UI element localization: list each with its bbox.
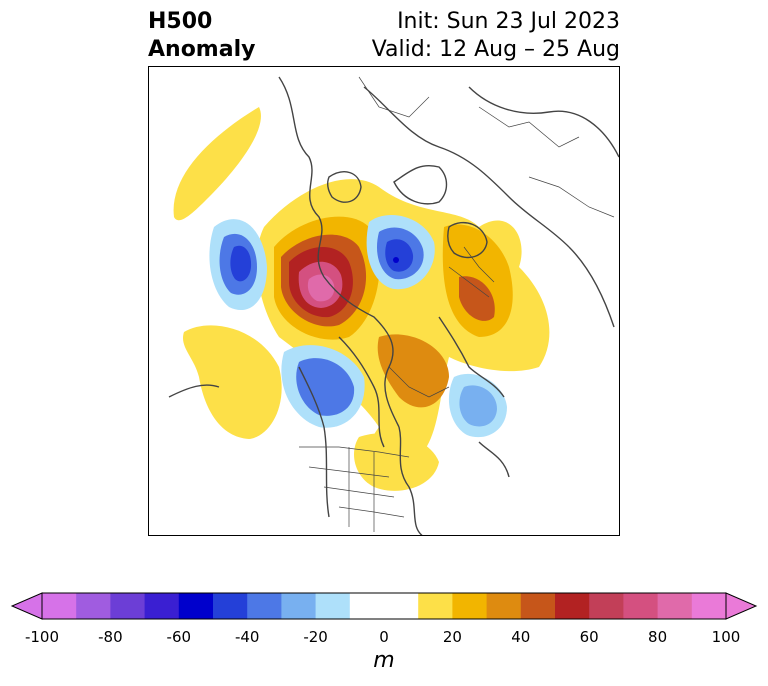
title-variable: H500 <box>148 9 213 34</box>
anomaly-positive-east-us <box>354 433 439 491</box>
colorbar-tick-label: -80 <box>98 628 123 646</box>
chart-title-right: Init: Sun 23 Jul 2023 Valid: 12 Aug – 25… <box>372 8 620 64</box>
colorbar-tick-label: -100 <box>24 628 60 646</box>
anomaly-positive-pacific <box>182 325 282 439</box>
init-date: Init: Sun 23 Jul 2023 <box>397 9 620 34</box>
colorbar-segment <box>315 593 351 619</box>
colorbar-segment <box>349 593 385 619</box>
colorbar-segment <box>555 593 590 619</box>
colorbar-tick-label: 20 <box>442 628 462 646</box>
colorbar-segment <box>589 593 624 619</box>
anomaly-positive-west-arc <box>173 107 261 221</box>
colorbar-tick-label: -20 <box>303 628 328 646</box>
valid-range: Valid: 12 Aug – 25 Aug <box>371 37 620 62</box>
coastlines <box>168 76 619 535</box>
colorbar-segment <box>486 593 522 619</box>
colorbar-segment <box>452 593 488 619</box>
map-canvas <box>149 76 619 535</box>
anomaly-positive-central-20 <box>377 334 449 408</box>
colorbar-tick-label: -40 <box>234 628 260 646</box>
colorbar-segment <box>418 593 453 619</box>
political-borders <box>299 76 615 532</box>
title-field: Anomaly <box>148 37 256 62</box>
colorbar-segment <box>247 593 282 619</box>
colorbar-segment <box>144 593 180 619</box>
colorbar-frame <box>41 592 727 620</box>
colorbar-segment <box>657 593 693 619</box>
colorbar-tick-label: 100 <box>711 628 741 646</box>
colorbar <box>10 590 758 622</box>
colorbar-tick-label: 0 <box>379 628 389 646</box>
colorbar-segment <box>178 593 214 619</box>
chart-title-left: H500 Anomaly <box>148 8 255 64</box>
anomaly-positive-east-40 <box>459 276 495 321</box>
colorbar-segment <box>76 593 111 619</box>
colorbar-tick-label: 60 <box>579 628 599 646</box>
colorbar-segment <box>623 593 659 619</box>
colorbar-segment <box>384 593 419 619</box>
anomaly-negative-siberia-40 <box>296 358 355 416</box>
colorbar-tick-label: 40 <box>511 628 531 646</box>
colorbar-segment <box>520 593 556 619</box>
colorbar-unit: m <box>373 648 395 673</box>
colorbar-segment <box>691 593 727 619</box>
colorbar-tick-label: -60 <box>166 628 192 646</box>
anomaly-negative-arctic-60 <box>385 239 414 272</box>
anomaly-negative-north-pacific-60 <box>230 245 252 282</box>
anomaly-negative-arctic-core <box>393 257 399 263</box>
anomaly-negative-north-atlantic-40 <box>459 385 497 427</box>
colorbar-segment <box>110 593 146 619</box>
anomaly-map <box>148 66 620 536</box>
colorbar-tick-label: 80 <box>648 628 668 646</box>
colorbar-segment <box>213 593 248 619</box>
colorbar-under-extension <box>10 592 43 620</box>
colorbar-svg <box>10 592 758 620</box>
colorbar-segment <box>42 593 77 619</box>
colorbar-over-extension <box>725 592 758 620</box>
colorbar-segment <box>281 593 317 619</box>
